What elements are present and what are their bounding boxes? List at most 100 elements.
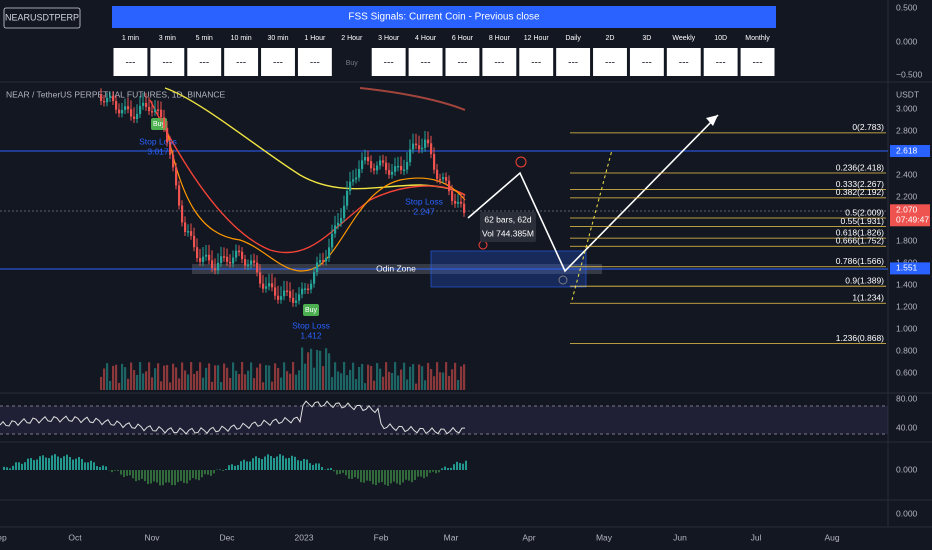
- candle: [388, 170, 391, 175]
- time-label: Oct: [68, 532, 82, 542]
- timeframe: 10D: [714, 35, 727, 42]
- candle: [151, 111, 154, 113]
- signal-cell[interactable]: [556, 48, 591, 76]
- signal-cell[interactable]: [703, 48, 738, 76]
- top-axis-label: 0.000: [896, 36, 918, 46]
- volume-bar: [184, 370, 187, 390]
- signal-cell[interactable]: [740, 48, 775, 76]
- candle: [436, 169, 439, 179]
- volume-bar: [328, 353, 331, 390]
- macd-bar: [300, 460, 302, 470]
- macd-bar: [447, 468, 449, 470]
- macd-bar: [312, 464, 314, 470]
- signal-cell[interactable]: [593, 48, 627, 76]
- macd-bar: [69, 456, 71, 470]
- macd-bar: [417, 470, 419, 477]
- signal-cell[interactable]: [408, 48, 443, 76]
- candle: [364, 157, 367, 161]
- macd-bar: [348, 470, 350, 479]
- timeframe: 1 min: [122, 35, 139, 42]
- last-price: 2.070: [896, 205, 918, 215]
- volume-bar: [142, 373, 145, 390]
- macd-bar: [9, 468, 11, 470]
- candle: [295, 300, 298, 303]
- macd-bar: [258, 457, 260, 470]
- timeframe: 4 Hour: [415, 35, 437, 42]
- candle: [412, 143, 415, 150]
- macd-bar: [336, 470, 338, 475]
- volume-bar: [160, 381, 163, 390]
- signal-value: ---: [162, 58, 172, 69]
- candle: [127, 106, 130, 110]
- volume-bar: [202, 377, 205, 390]
- volume-bar: [220, 382, 223, 390]
- signal-cell[interactable]: [297, 48, 332, 76]
- volume-bar: [397, 375, 400, 390]
- volume-bar: [256, 367, 259, 390]
- volume-bar: [145, 371, 148, 390]
- time-label: ep: [0, 532, 7, 542]
- volume-bar: [295, 374, 298, 390]
- volume-bar: [271, 381, 274, 390]
- volume-bar: [433, 376, 436, 390]
- fib-label: 0.333(2.267): [836, 179, 884, 189]
- signal-cell[interactable]: [150, 48, 185, 76]
- signal-cell[interactable]: [666, 48, 701, 76]
- price-axis-label: 2.200: [896, 191, 918, 201]
- volume-bar: [211, 381, 214, 390]
- macd-bar: [141, 470, 143, 479]
- volume-bar: [244, 374, 247, 390]
- candle: [166, 127, 169, 143]
- candle: [157, 109, 160, 111]
- signal-cell[interactable]: [371, 48, 406, 76]
- signal-cell[interactable]: [113, 48, 148, 76]
- volume-bar: [175, 367, 178, 390]
- candle: [442, 177, 445, 180]
- timeframe: 2 Hour: [341, 35, 363, 42]
- currency: USDT: [896, 89, 919, 99]
- macd-bar: [42, 455, 44, 470]
- volume-bar: [139, 362, 142, 390]
- volume-bar: [163, 365, 166, 390]
- volume-bar: [217, 365, 220, 390]
- macd-bar: [120, 470, 122, 475]
- stop-label: Stop Loss: [292, 320, 330, 330]
- candle: [190, 231, 193, 236]
- signal-cell[interactable]: [629, 48, 664, 76]
- candle: [226, 256, 229, 262]
- fib-label: 0.618(1.826): [836, 227, 884, 237]
- signal-cell[interactable]: [224, 48, 259, 76]
- macd-bar: [255, 456, 257, 470]
- volume-bar: [463, 364, 466, 390]
- fib-label: 0.666(1.752): [836, 236, 884, 246]
- candle: [451, 191, 454, 201]
- fib-label: 0.382(2.192): [836, 187, 884, 197]
- macd-bar: [165, 470, 167, 483]
- macd-bar: [330, 468, 332, 470]
- candle: [367, 157, 370, 162]
- volume-bar: [238, 374, 241, 390]
- signal-cell[interactable]: [445, 48, 480, 76]
- signal-cell[interactable]: [334, 48, 369, 76]
- symbol-box[interactable]: [3, 7, 81, 29]
- price-axis-label: 1.000: [896, 323, 918, 333]
- candle: [175, 167, 178, 186]
- signal-cell[interactable]: [482, 48, 517, 76]
- macd-bar: [243, 459, 245, 470]
- time-label: Mar: [444, 532, 459, 542]
- signal-cell[interactable]: [261, 48, 295, 76]
- candle: [121, 109, 124, 114]
- macd-bar: [213, 470, 215, 474]
- macd-bar: [48, 458, 50, 470]
- macd-bar: [342, 470, 344, 473]
- signal-value: ---: [310, 58, 320, 69]
- price-axis-label: 0.600: [896, 367, 918, 377]
- macd-bar: [387, 470, 389, 486]
- candle: [445, 177, 448, 181]
- macd-bar: [399, 470, 401, 485]
- signal-cell[interactable]: [519, 48, 554, 76]
- signal-cell[interactable]: [187, 48, 222, 76]
- timeframe: 1 Hour: [304, 35, 326, 42]
- candle: [214, 268, 217, 271]
